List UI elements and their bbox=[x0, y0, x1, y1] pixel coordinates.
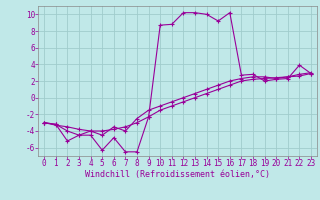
X-axis label: Windchill (Refroidissement éolien,°C): Windchill (Refroidissement éolien,°C) bbox=[85, 170, 270, 179]
